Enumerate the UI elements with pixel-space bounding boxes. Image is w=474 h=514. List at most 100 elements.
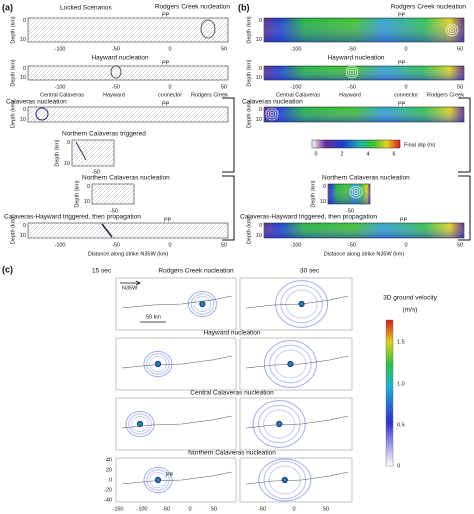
x-tick-label: -100 <box>290 242 301 248</box>
nucleation-circle <box>353 189 359 195</box>
wavefront <box>258 458 312 502</box>
wavefront <box>263 460 307 500</box>
panel-label: (b) <box>238 2 250 12</box>
depth-axis-label: Depth (km) <box>310 180 316 207</box>
wavefront <box>128 413 152 435</box>
fault-label: Hayward <box>339 92 361 98</box>
fault-label: connector <box>158 92 182 98</box>
x-tick-label: 0 <box>404 84 407 90</box>
wavefront <box>131 415 149 433</box>
x-tick-label: 0 <box>292 506 295 512</box>
y-tick-label: 0 <box>109 477 112 483</box>
wavefront <box>143 350 173 378</box>
scenario-title: Rodgers Creek nucleation <box>155 4 231 11</box>
wavefront <box>252 400 306 448</box>
scenario-title: Hayward nucleation <box>91 55 148 62</box>
scenario-title: Northern Calaveras triggered <box>62 131 146 138</box>
fault-trace <box>245 415 349 429</box>
hypocenter <box>281 476 288 484</box>
colorbar-tick: 4 <box>366 151 369 157</box>
bracket <box>458 175 471 241</box>
nucleation <box>35 107 49 121</box>
rupture-trace <box>75 141 87 161</box>
x-tick-label: -50 <box>92 169 100 175</box>
fault-label: Rodgers Creek <box>427 92 464 98</box>
y-tick-label: -20 <box>104 487 112 493</box>
depth-tick: 0 <box>23 223 26 229</box>
depth-axis-label: Depth (km) <box>246 59 252 86</box>
x-tick-label: 0 <box>404 46 407 52</box>
wavefront <box>146 469 170 491</box>
depth-axis-label: Depth (km) <box>54 139 60 166</box>
depth-axis-label: Depth (km) <box>246 217 252 244</box>
wavefront <box>275 280 329 328</box>
x-tick-label: -100 <box>54 242 65 248</box>
panel-label: (c) <box>2 264 13 274</box>
x-tick-label: -50 <box>348 84 356 90</box>
nucleation-circle <box>445 23 459 37</box>
direction-label: N35W <box>122 285 138 291</box>
wavefront <box>285 289 318 319</box>
fault-strip <box>27 106 229 123</box>
fault-strip-shade <box>264 107 464 122</box>
wavefront <box>187 290 217 318</box>
x-tick-label: 0 <box>168 84 171 90</box>
pp-label: PP <box>400 217 408 223</box>
fault-trace <box>121 295 233 309</box>
scenario-title: Rodgers Creek nucleation <box>391 4 467 11</box>
depth-tick: 0 <box>259 66 262 72</box>
colorbar-tick: 1.0 <box>397 381 405 387</box>
nucleation-circle <box>267 109 277 119</box>
wavefront <box>280 284 323 324</box>
nucleation-circle <box>447 25 457 35</box>
pp-label: PP <box>166 472 174 478</box>
x-tick-label: -50 <box>348 242 356 248</box>
fault-trace <box>245 355 349 369</box>
colorbar-tick: 2 <box>340 151 343 157</box>
depth-tick: 10 <box>320 199 326 205</box>
hypocenter <box>199 300 206 308</box>
fault-label: Central Calaveras <box>40 92 84 98</box>
hypocenter <box>154 360 162 368</box>
bracket <box>222 97 235 173</box>
x-tick-label: -100 <box>54 84 65 90</box>
pp-label: PP <box>164 217 172 223</box>
fault-strip <box>27 222 229 239</box>
hypocenter <box>287 360 294 368</box>
scenario-title: Calaveras-Hayward triggered, then propag… <box>4 214 141 221</box>
scenario-title: Calaveras-Hayward triggered, then propag… <box>240 214 377 221</box>
pp-label: PP <box>398 60 406 66</box>
x-tick-label: 50 <box>457 84 463 90</box>
hypocenter <box>276 420 283 428</box>
y-tick-label: 40 <box>106 457 112 463</box>
panel-label: (a) <box>2 2 13 12</box>
pp-label: PP <box>398 12 406 18</box>
x-tick-label: 50 <box>323 506 329 512</box>
nucleation-circle <box>345 65 359 79</box>
colorbar <box>311 139 401 149</box>
depth-tick: 10 <box>20 117 26 123</box>
x-tick-label: -50 <box>348 46 356 52</box>
wavefront <box>125 410 155 438</box>
fault-strip <box>27 17 229 43</box>
x-tick-label: 50 <box>457 46 463 52</box>
wavefront <box>146 353 170 375</box>
x-tick-label: -50 <box>112 46 120 52</box>
depth-tick: 0 <box>259 18 262 24</box>
scenario-title: Hayward nucleation <box>203 330 260 337</box>
hypocenter <box>154 476 162 484</box>
depth-tick: 10 <box>20 37 26 43</box>
scenario-title: Northern Calaveras nucleation <box>188 450 276 457</box>
wavefront <box>149 471 167 489</box>
wavefront <box>190 293 215 315</box>
pp-label: PP <box>162 12 170 18</box>
x-tick-label: -50 <box>346 208 354 214</box>
colorbar-tick: 1.5 <box>397 339 405 345</box>
wavefront <box>263 340 317 388</box>
y-tick-label: 20 <box>106 467 112 473</box>
scale-bar-label: 50 km <box>146 314 161 320</box>
wavefront <box>269 344 312 384</box>
depth-tick: 10 <box>20 233 26 239</box>
nucleation-circle <box>269 111 275 117</box>
colorbar-unit: (m/s) <box>403 307 418 314</box>
